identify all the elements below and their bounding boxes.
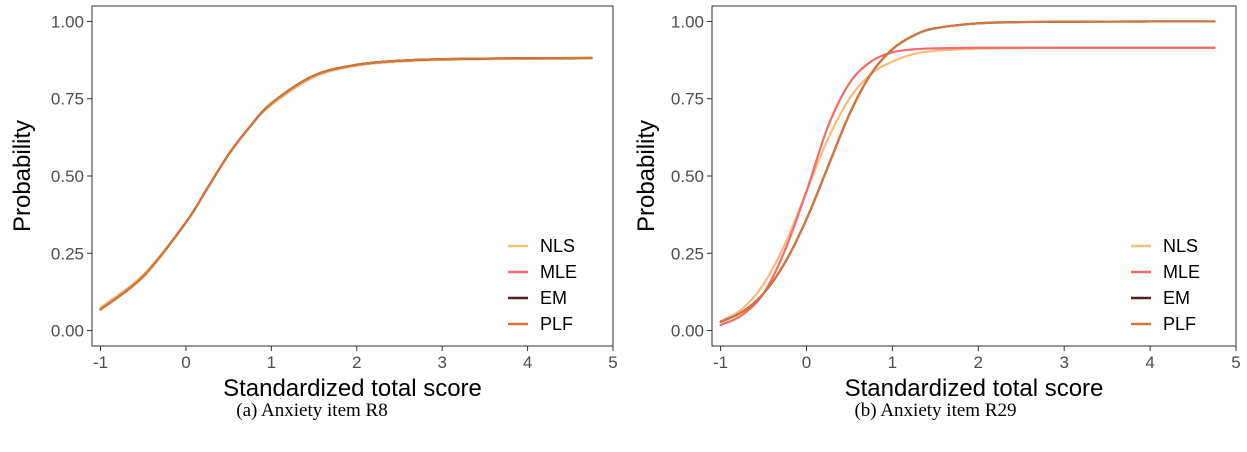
chart-a-legend-label-plf: PLF [540,314,573,334]
chart-a-x-tick-label: 2 [352,353,361,372]
chart-b-caption: (b) Anxiety item R29 [854,400,1017,421]
chart-a-legend-label-nls: NLS [540,236,575,256]
chart-a-series-nls-line [99,57,593,309]
chart-a-legend-label-em: EM [540,288,567,308]
chart-a-caption: (a) Anxiety item R8 [236,400,388,421]
chart-a-svg: -1 0 1 2 3 4 5 0.00 0.25 0.50 0.75 1.00 Standardized… [9,5,618,400]
chart-b-x-tick-label: 1 [888,353,897,372]
chart-b-y-tick-label: 0.50 [671,167,704,186]
chart-b-y-axis-title: Probability [633,120,660,232]
chart-b-series-plf-line [719,20,1216,323]
chart-a-y-tick-label: 1.00 [51,12,84,31]
chart-panel-a: -1 0 1 2 3 4 5 0.00 0.25 0.50 0.75 1.00 Standardized… [9,5,618,421]
chart-b-y-tick-label: 1.00 [671,12,704,31]
chart-a-plot-frame [91,5,614,347]
chart-b-series-nls-line [719,46,1216,323]
chart-b-x-tick-label: 2 [974,353,983,372]
chart-b-x-tick-label: -1 [713,353,728,372]
chart-a-x-tick-label: 3 [437,353,446,372]
chart-b-x-tick-label: 0 [802,353,811,372]
chart-b-y-tick-label: 0.75 [671,90,704,109]
chart-a-x-tick-label: 0 [181,353,190,372]
chart-b-x-tick-label: 3 [1059,353,1068,372]
chart-b-plot-frame [711,5,1237,347]
chart-a-y-tick-label: 0.00 [51,322,84,341]
chart-b-y-tick-label: 0.00 [671,322,704,341]
chart-a-y-tick-label: 0.25 [51,244,84,263]
chart-b-y-tick-label: 0.25 [671,244,704,263]
chart-b-x-tick-label: 4 [1145,353,1154,372]
chart-b-legend-label-plf: PLF [1163,314,1196,334]
chart-b-legend-label-mle: MLE [1163,262,1200,282]
chart-panel-b: -1 0 1 2 3 4 5 0.00 0.25 0.50 0.75 1.00 Standardized… [624,0,1247,452]
chart-a-x-tick-label: -1 [93,353,108,372]
chart-b-legend-label-em: EM [1163,288,1190,308]
chart-a-y-axis-title: Probability [9,120,36,232]
chart-b-x-axis-title: Standardized total score [845,375,1104,400]
chart-b-series-em-line [719,20,1216,323]
chart-b-series-mle-line [719,46,1216,327]
chart-a-series-plf-line [99,56,593,311]
chart-a-x-tick-label: 1 [267,353,276,372]
chart-b-x-tick-label: 5 [1231,353,1240,372]
chart-a-x-axis-title: Standardized total score [223,375,482,400]
chart-b-legend-label-nls: NLS [1163,236,1198,256]
chart-a-legend-label-mle: MLE [540,262,577,282]
chart-a-y-tick-label: 0.75 [51,90,84,109]
chart-a-x-tick-label: 4 [523,353,532,372]
chart-a-x-tick-label: 5 [608,353,617,372]
chart-a-y-tick-label: 0.50 [51,167,84,186]
chart-b-svg: -1 0 1 2 3 4 5 0.00 0.25 0.50 0.75 1.00 Standardized… [633,5,1241,400]
